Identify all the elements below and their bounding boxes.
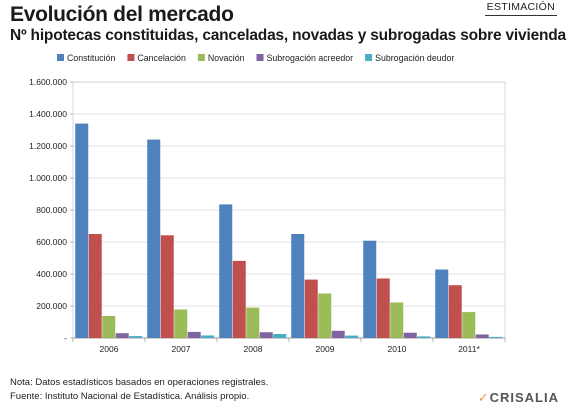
crisalia-logo: ✓CRISALIA — [477, 390, 559, 405]
legend-label: Novación — [208, 53, 245, 63]
legend-label: Subrogación acreedor — [267, 53, 354, 63]
bar — [376, 278, 390, 338]
bar — [246, 307, 260, 338]
bar — [187, 331, 201, 338]
legend-label: Cancelación — [137, 53, 186, 63]
page-subtitle: Nº hipotecas constituidas, canceladas, n… — [10, 27, 566, 44]
x-tick-label: 2011* — [458, 344, 480, 354]
bar — [201, 335, 215, 338]
bar — [448, 285, 462, 338]
bar — [475, 334, 489, 338]
legend-label: Constitución — [67, 53, 116, 63]
bar — [403, 332, 417, 338]
bar — [273, 334, 287, 338]
legend-swatch — [256, 54, 264, 61]
x-tick-label: 2008 — [244, 344, 263, 354]
bar — [304, 279, 318, 338]
bar — [174, 309, 188, 338]
page-title: Evolución del mercado — [10, 3, 234, 26]
bar — [435, 269, 449, 338]
bar — [363, 240, 377, 338]
bar — [259, 332, 273, 338]
footnote: Nota: Datos estadísticos basados en oper… — [10, 377, 269, 388]
y-tick-label: - — [64, 333, 67, 343]
bar — [417, 336, 431, 338]
x-tick-label: 2006 — [100, 344, 119, 354]
y-tick-label: 800.000 — [36, 205, 67, 215]
bar — [88, 234, 102, 338]
estimation-badge: ESTIMACIÓN — [484, 1, 557, 16]
y-tick-label: 600.000 — [36, 237, 67, 247]
bar — [345, 335, 359, 338]
y-tick-label: 1.000.000 — [29, 173, 67, 183]
y-tick-label: 1.400.000 — [29, 109, 67, 119]
x-tick-label: 2007 — [172, 344, 191, 354]
bar — [390, 302, 404, 338]
legend-swatch — [197, 54, 205, 61]
legend-swatch — [57, 54, 64, 61]
bar — [129, 336, 143, 338]
bar — [160, 235, 174, 338]
x-tick-label: 2010 — [388, 344, 407, 354]
legend-swatch — [365, 54, 373, 61]
bar — [489, 336, 503, 338]
legend-label: Subrogación deudor — [375, 53, 454, 63]
y-tick-label: 200.000 — [36, 301, 67, 311]
source-note: Fuente: Instituto Nacional de Estadístic… — [10, 391, 250, 402]
bar — [75, 123, 89, 338]
bar — [219, 204, 233, 338]
bar — [331, 330, 345, 338]
bar — [462, 312, 476, 338]
y-tick-label: 1.600.000 — [29, 77, 67, 87]
bar — [232, 260, 246, 338]
bar — [147, 139, 161, 338]
y-tick-label: 400.000 — [36, 269, 67, 279]
bar — [102, 315, 116, 338]
legend-swatch — [127, 54, 135, 61]
x-tick-label: 2009 — [316, 344, 335, 354]
bar — [318, 293, 332, 338]
bar — [115, 333, 129, 338]
bar — [291, 234, 305, 338]
y-tick-label: 1.200.000 — [29, 141, 67, 151]
